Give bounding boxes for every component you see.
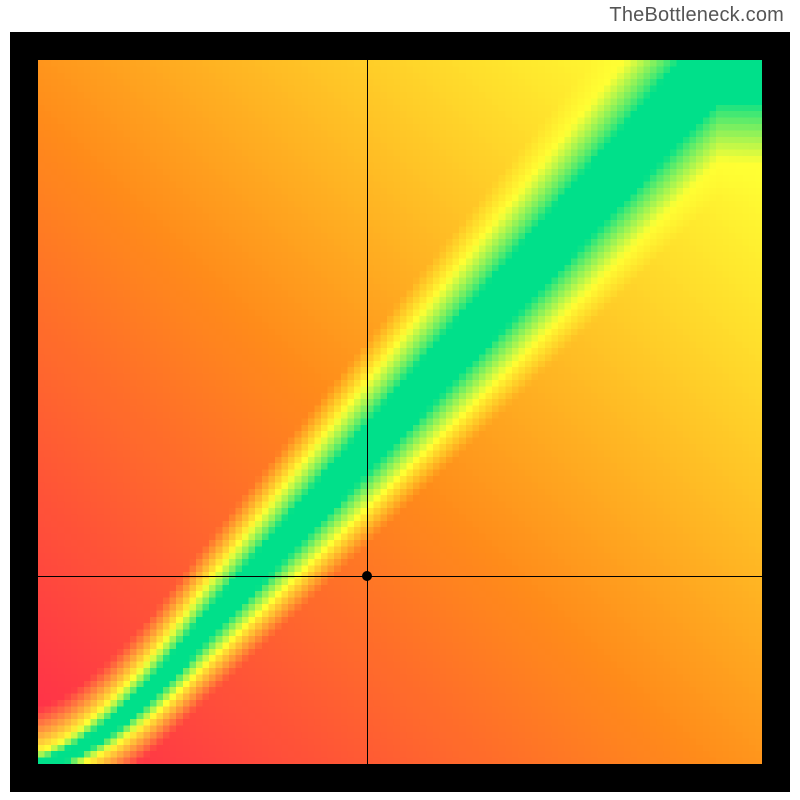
marker-point <box>362 571 372 581</box>
heatmap-plot <box>38 60 762 764</box>
heatmap-canvas <box>38 60 762 764</box>
crosshair-horizontal <box>38 576 762 577</box>
watermark-text: TheBottleneck.com <box>609 4 784 27</box>
crosshair-vertical <box>367 60 368 764</box>
chart-frame <box>10 32 790 792</box>
